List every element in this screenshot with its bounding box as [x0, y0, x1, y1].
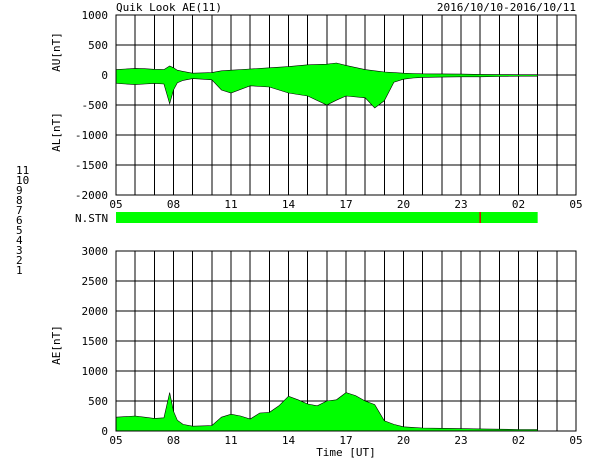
- y-tick-label: 500: [88, 39, 108, 52]
- x-tick-label: 17: [339, 434, 352, 447]
- y-tick-label: 2500: [82, 275, 109, 288]
- nstn-coverage-bar: [116, 212, 538, 223]
- y-tick-label: 1000: [82, 9, 109, 22]
- x-tick-label: 05: [569, 198, 582, 211]
- y-tick-label: -500: [82, 99, 109, 112]
- x-axis-label: Time [UT]: [316, 446, 376, 459]
- x-tick-label: 14: [282, 434, 296, 447]
- station-legend-item: 8: [16, 194, 23, 207]
- plot-frame: [115, 14, 577, 196]
- station-legend-item: 5: [16, 224, 23, 237]
- station-legend-item: 11: [16, 164, 29, 177]
- nstn-panel: N.STN: [75, 212, 538, 225]
- x-tick-label: 02: [512, 198, 525, 211]
- y-tick-label: 3000: [82, 245, 109, 258]
- station-legend-item: 2: [16, 254, 23, 267]
- y-tick-label: 0: [101, 425, 108, 438]
- x-tick-label: 11: [224, 198, 237, 211]
- x-tick-label: 20: [397, 434, 410, 447]
- date-range: 2016/10/10-2016/10/11: [437, 1, 576, 14]
- x-tick-label: 02: [512, 434, 525, 447]
- x-tick-label: 23: [454, 198, 467, 211]
- x-tick-label: 17: [339, 198, 352, 211]
- y-tick-label: 1000: [82, 365, 109, 378]
- x-tick-label: 05: [109, 198, 122, 211]
- x-tick-label: 23: [454, 434, 467, 447]
- au-al-area: [115, 62, 538, 109]
- station-legend-item: 1: [16, 264, 23, 277]
- plot-frame: [115, 250, 577, 432]
- station-legend-item: 10: [16, 174, 29, 187]
- x-tick-label: 20: [397, 198, 410, 211]
- figure-title: Quik Look AE(11): [116, 1, 222, 14]
- nstn-label: N.STN: [75, 212, 108, 225]
- x-tick-label: 08: [167, 198, 180, 211]
- y-tick-label: 2000: [82, 305, 109, 318]
- station-legend-item: 9: [16, 184, 23, 197]
- y-tick-label: 0: [101, 69, 108, 82]
- au-ylabel: AU[nT]: [50, 32, 63, 72]
- x-tick-label: 11: [224, 434, 237, 447]
- x-tick-label: 05: [109, 434, 122, 447]
- x-tick-label: 05: [569, 434, 582, 447]
- y-tick-label: 1500: [82, 335, 109, 348]
- station-legend-item: 6: [16, 214, 23, 227]
- y-tick-label: -1000: [75, 129, 108, 142]
- ae-area: [115, 392, 538, 432]
- y-tick-label: 500: [88, 395, 108, 408]
- x-tick-label: 08: [167, 434, 180, 447]
- station-legend-item: 4: [16, 234, 23, 247]
- ae-ylabel: AE[nT]: [50, 325, 63, 365]
- station-legend-item: 3: [16, 244, 23, 257]
- y-tick-label: -1500: [75, 159, 108, 172]
- x-tick-label: 14: [282, 198, 296, 211]
- y-tick-label: -2000: [75, 189, 108, 202]
- al-ylabel: AL[nT]: [50, 112, 63, 152]
- station-legend-item: 7: [16, 204, 23, 217]
